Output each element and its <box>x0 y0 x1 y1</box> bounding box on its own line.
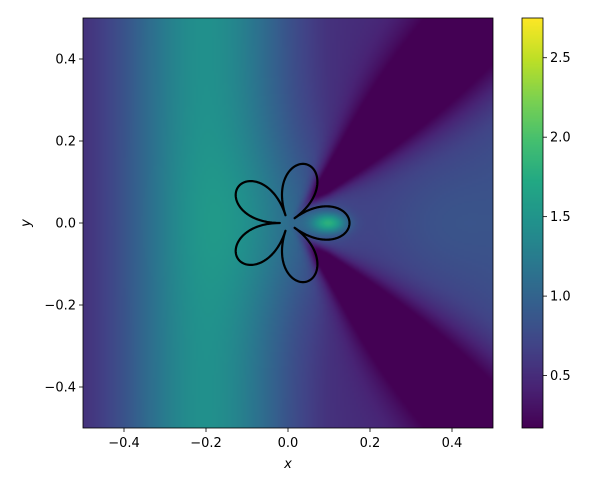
x-axis-label: x <box>283 457 292 472</box>
x-tick-label: 0.4 <box>442 436 463 451</box>
x-tick-label: 0.2 <box>360 436 381 451</box>
colorbar-tick-label: 2.5 <box>550 51 571 66</box>
y-tick-label: −0.2 <box>44 299 76 314</box>
colorbar-gradient <box>522 18 543 428</box>
colorbar: 0.5 1.0 1.5 2.0 2.5 <box>521 17 571 429</box>
x-tick-label: −0.2 <box>190 436 222 451</box>
petal-contour <box>234 162 351 284</box>
x-tick-label: 0.0 <box>278 436 299 451</box>
y-axis: −0.4 −0.2 0.0 0.2 0.4 <box>44 53 83 396</box>
x-axis: −0.4 −0.2 0.0 0.2 0.4 <box>108 428 462 451</box>
colorbar-tick-label: 2.0 <box>550 131 571 146</box>
y-tick-label: 0.4 <box>55 53 76 68</box>
x-tick-label: −0.4 <box>108 436 140 451</box>
y-tick-label: 0.2 <box>55 135 76 150</box>
heatmap-image <box>83 18 493 428</box>
y-tick-label: −0.4 <box>44 381 76 396</box>
colorbar-tick-label: 1.0 <box>550 290 571 305</box>
y-tick-label: 0.0 <box>55 217 76 232</box>
colorbar-tick-label: 0.5 <box>550 369 571 384</box>
y-axis-label: y <box>19 219 34 228</box>
heatmap-area <box>83 18 493 428</box>
colorbar-frame <box>521 17 544 429</box>
colorbar-tick-label: 1.5 <box>550 210 571 225</box>
colorbar-ticks: 0.5 1.0 1.5 2.0 2.5 <box>543 51 571 384</box>
